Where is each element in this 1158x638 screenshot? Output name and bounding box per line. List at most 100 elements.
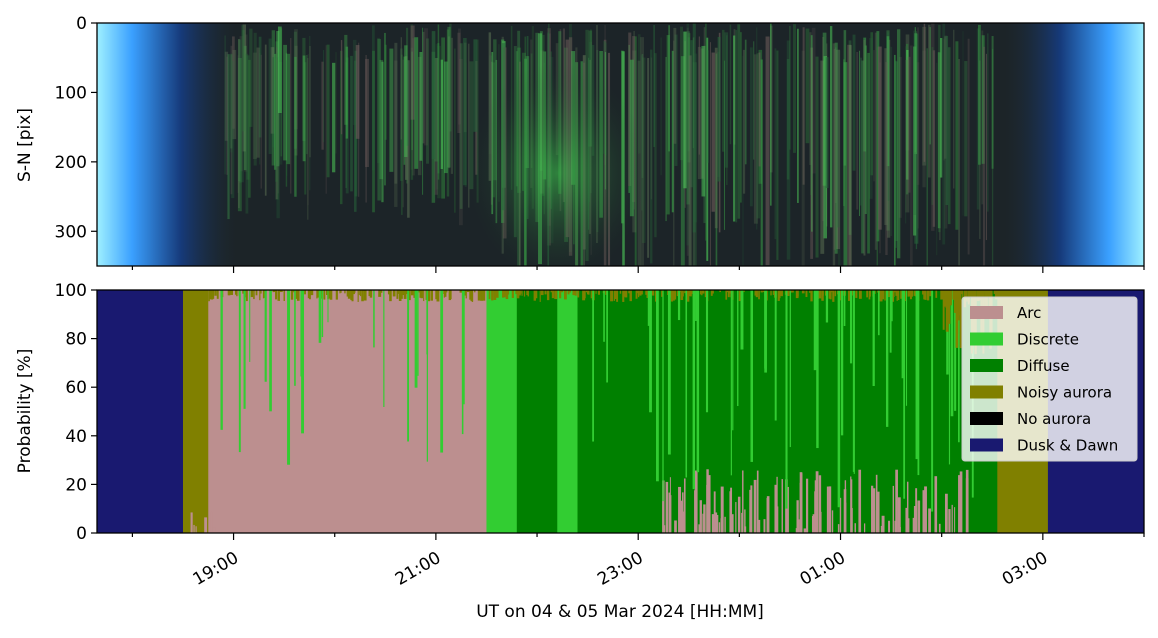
texture-spike	[520, 290, 522, 294]
texture-spike	[805, 478, 809, 533]
texture-spike	[790, 290, 794, 293]
probability-panel	[97, 290, 1144, 533]
keogram-streak	[469, 61, 474, 190]
texture-spike	[699, 500, 702, 533]
x-tick-label: 21:00	[392, 548, 444, 590]
texture-spike	[960, 290, 964, 295]
keogram-streak	[671, 50, 674, 213]
keogram-streak	[894, 60, 898, 248]
texture-spike	[969, 290, 973, 297]
keogram-streak	[722, 29, 725, 152]
texture-spike	[895, 469, 898, 533]
probability-y-tick-label: 20	[65, 475, 87, 495]
texture-spike	[403, 290, 407, 299]
texture-spike	[829, 290, 832, 300]
keogram-streak	[278, 61, 283, 165]
texture-spike	[977, 290, 981, 301]
legend: Arc Discrete Diffuse Noisy aurora No aurora D…	[961, 296, 1138, 462]
keogram-streak	[285, 60, 288, 176]
keogram-streak	[414, 37, 419, 169]
texture-spike	[814, 491, 817, 533]
texture-spike	[427, 290, 430, 302]
texture-spike	[829, 499, 831, 533]
keogram-streak	[940, 37, 943, 178]
texture-spike	[521, 290, 523, 296]
texture-spike	[763, 290, 765, 293]
keogram-streak	[805, 28, 810, 144]
texture-spike	[764, 290, 767, 373]
keogram-streak	[982, 46, 986, 266]
texture-spike	[787, 290, 790, 296]
keogram-streak	[926, 48, 928, 266]
keogram-streak	[739, 32, 742, 203]
texture-spike	[273, 290, 277, 293]
keogram-streak	[776, 50, 779, 260]
texture-spike	[725, 290, 728, 300]
keogram-streak	[473, 39, 478, 132]
texture-spike	[482, 290, 486, 301]
legend-swatch-diffuse	[970, 359, 1003, 372]
keogram-streak	[268, 38, 272, 155]
keogram-streak	[977, 24, 981, 165]
texture-spike	[635, 290, 638, 299]
texture-spike	[526, 290, 528, 296]
keogram-streak	[942, 23, 946, 245]
x-tick-label: 01:00	[797, 548, 849, 590]
keogram-y-tick-label: 100	[55, 83, 87, 103]
keogram-streak	[307, 54, 309, 206]
keogram-streak	[898, 56, 902, 218]
keogram-streak	[335, 52, 337, 154]
keogram-streak	[394, 60, 398, 207]
texture-spike	[551, 290, 555, 299]
texture-spike	[831, 290, 833, 293]
texture-spike	[304, 290, 306, 295]
keogram-streak	[987, 33, 989, 212]
keogram-streak	[979, 60, 981, 239]
texture-spike	[840, 290, 844, 436]
texture-spike	[540, 290, 544, 296]
texture-spike	[563, 290, 567, 300]
keogram-streak	[837, 49, 840, 228]
texture-spike	[373, 290, 375, 348]
keogram-streak	[723, 60, 726, 230]
texture-spike	[729, 290, 732, 294]
texture-spike	[690, 290, 692, 297]
keogram-streak	[654, 53, 657, 238]
texture-spike	[855, 290, 858, 298]
texture-spike	[418, 290, 421, 293]
keogram-streak	[650, 49, 653, 264]
legend-label-none: No aurora	[1017, 410, 1091, 428]
keogram-streak	[848, 40, 852, 235]
texture-spike	[327, 290, 329, 323]
texture-spike	[349, 290, 351, 297]
keogram-streak	[468, 43, 470, 208]
keogram-streak	[688, 55, 692, 266]
texture-spike	[625, 290, 627, 295]
legend-label-dusk: Dusk & Dawn	[1017, 437, 1118, 455]
texture-spike	[408, 290, 411, 301]
keogram-streak	[350, 55, 353, 192]
texture-spike	[668, 492, 671, 533]
keogram-y-tick-label: 200	[55, 153, 87, 173]
texture-spike	[702, 290, 705, 294]
keogram-streak	[945, 36, 949, 206]
texture-spike	[392, 290, 396, 297]
keogram-streak	[405, 60, 409, 146]
texture-spike	[884, 290, 886, 301]
keogram-streak	[820, 60, 825, 254]
keogram-streak	[943, 38, 945, 161]
texture-spike	[786, 486, 789, 533]
texture-spike	[777, 290, 780, 301]
texture-spike	[430, 290, 434, 301]
texture-spike	[417, 290, 419, 376]
texture-spike	[646, 290, 649, 298]
texture-spike	[954, 290, 956, 313]
texture-spike	[815, 471, 819, 533]
texture-spike	[795, 528, 799, 533]
texture-spike	[516, 290, 520, 299]
texture-spike	[544, 290, 547, 295]
texture-spike	[279, 290, 283, 293]
texture-spike	[954, 290, 957, 411]
texture-spike	[369, 290, 373, 298]
